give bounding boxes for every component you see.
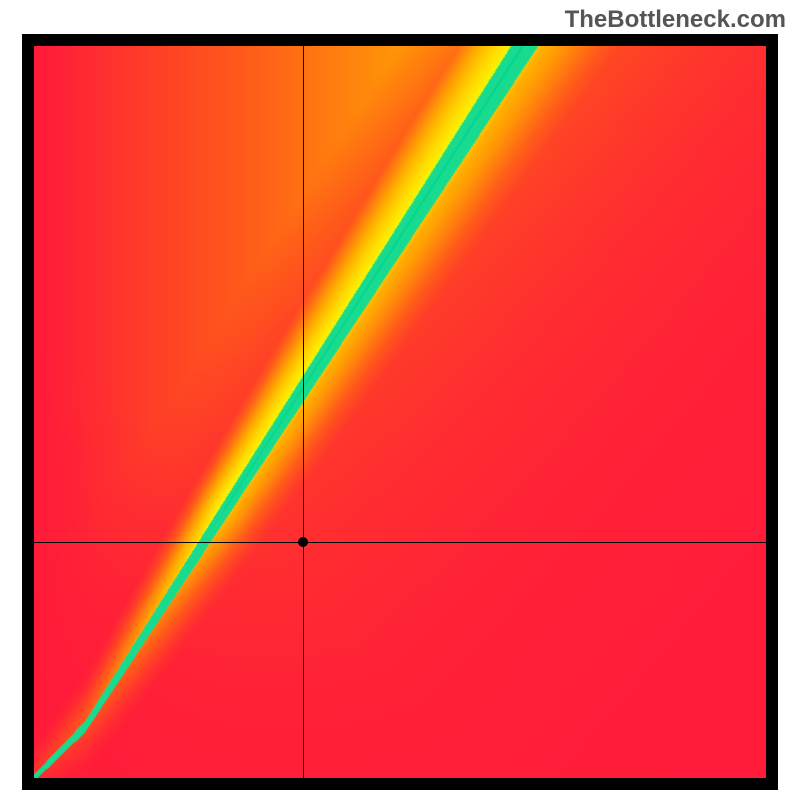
operating-point-marker <box>298 537 308 547</box>
crosshair-vertical <box>303 46 304 778</box>
crosshair-horizontal <box>34 542 766 543</box>
watermark-text: TheBottleneck.com <box>565 6 786 34</box>
chart-frame <box>22 34 778 790</box>
bottleneck-heatmap <box>34 46 766 778</box>
